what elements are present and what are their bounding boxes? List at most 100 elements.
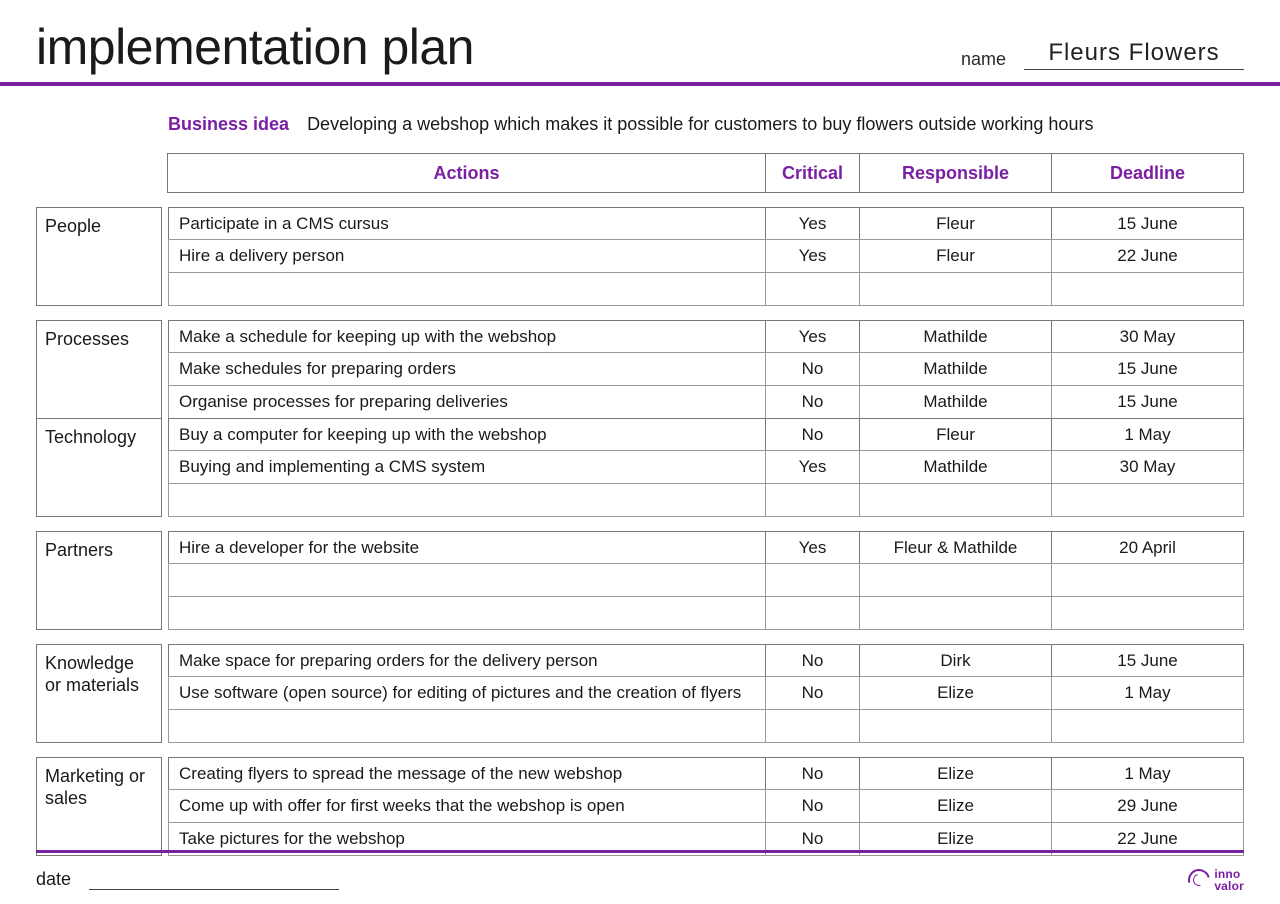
cell-responsible: Mathilde <box>859 352 1052 386</box>
cell-action <box>168 709 766 743</box>
table-row: Make a schedule for keeping up with the … <box>168 320 1244 353</box>
category-label-people: People <box>36 207 162 306</box>
section-knowledge: Knowledge or materialsMake space for pre… <box>36 644 1244 743</box>
cell-deadline: 22 June <box>1051 239 1244 273</box>
cell-deadline: 29 June <box>1051 789 1244 823</box>
cell-deadline <box>1051 272 1244 306</box>
cell-deadline: 1 May <box>1051 676 1244 710</box>
name-block: name Fleurs Flowers <box>961 39 1244 70</box>
cell-action: Make schedules for preparing orders <box>168 352 766 386</box>
table-row: Come up with offer for first weeks that … <box>168 790 1244 823</box>
cell-deadline: 15 June <box>1051 207 1244 240</box>
cell-deadline <box>1051 483 1244 517</box>
cell-action <box>168 563 766 597</box>
cell-responsible <box>859 709 1052 743</box>
rows-marketing: Creating flyers to spread the message of… <box>168 757 1244 856</box>
cell-deadline: 1 May <box>1051 757 1244 790</box>
column-header-actions: Actions <box>167 153 766 193</box>
table-row: Participate in a CMS cursusYesFleur15 Ju… <box>168 207 1244 240</box>
sections-host: PeopleParticipate in a CMS cursusYesFleu… <box>36 207 1244 856</box>
cell-critical: Yes <box>765 450 860 484</box>
section-marketing: Marketing or salesCreating flyers to spr… <box>36 757 1244 856</box>
table-row: Buying and implementing a CMS systemYesM… <box>168 451 1244 484</box>
cell-action <box>168 596 766 630</box>
table-row: Hire a developer for the websiteYesFleur… <box>168 531 1244 564</box>
cell-critical: No <box>765 789 860 823</box>
cell-critical: Yes <box>765 531 860 564</box>
page-title: implementation plan <box>36 18 961 76</box>
footer-rule <box>36 850 1244 853</box>
cell-responsible: Mathilde <box>859 320 1052 353</box>
cell-critical <box>765 709 860 743</box>
table-row <box>168 484 1244 517</box>
column-header-deadline: Deadline <box>1051 153 1244 193</box>
cell-action: Creating flyers to spread the message of… <box>168 757 766 790</box>
cell-critical: Yes <box>765 239 860 273</box>
cell-critical <box>765 563 860 597</box>
cell-action: Make a schedule for keeping up with the … <box>168 320 766 353</box>
category-label-processes: Processes <box>36 320 162 419</box>
innovalor-logo: inno valor <box>1188 868 1244 892</box>
table-row <box>168 710 1244 743</box>
cell-critical: No <box>765 644 860 677</box>
cell-responsible: Elize <box>859 676 1052 710</box>
page-footer: date inno valor <box>0 850 1280 904</box>
cell-action: Make space for preparing orders for the … <box>168 644 766 677</box>
cell-deadline: 30 May <box>1051 320 1244 353</box>
cell-responsible: Mathilde <box>859 450 1052 484</box>
cell-action: Buy a computer for keeping up with the w… <box>168 418 766 451</box>
date-field[interactable] <box>89 872 339 890</box>
section-processes: ProcessesMake a schedule for keeping up … <box>36 320 1244 419</box>
date-block: date <box>36 869 1244 890</box>
cell-action <box>168 483 766 517</box>
column-header-spacer <box>36 153 168 193</box>
cell-critical: Yes <box>765 320 860 353</box>
cell-responsible: Dirk <box>859 644 1052 677</box>
cell-responsible: Fleur <box>859 239 1052 273</box>
column-header-critical: Critical <box>765 153 860 193</box>
table-row: Organise processes for preparing deliver… <box>168 386 1244 419</box>
cell-critical: No <box>765 757 860 790</box>
cell-critical: No <box>765 676 860 710</box>
cell-critical <box>765 483 860 517</box>
cell-critical <box>765 272 860 306</box>
cell-responsible: Elize <box>859 789 1052 823</box>
column-headers: Actions Critical Responsible Deadline <box>36 153 1244 193</box>
cell-responsible <box>859 272 1052 306</box>
rows-knowledge: Make space for preparing orders for the … <box>168 644 1244 743</box>
rows-processes: Make a schedule for keeping up with the … <box>168 320 1244 419</box>
date-label: date <box>36 869 71 890</box>
section-technology: TechnologyBuy a computer for keeping up … <box>36 418 1244 517</box>
table-row <box>168 597 1244 630</box>
cell-deadline <box>1051 709 1244 743</box>
logo-line2: valor <box>1214 879 1244 893</box>
cell-responsible: Fleur <box>859 418 1052 451</box>
company-name-field[interactable]: Fleurs Flowers <box>1024 39 1244 70</box>
cell-responsible: Fleur & Mathilde <box>859 531 1052 564</box>
cell-action: Use software (open source) for editing o… <box>168 676 766 710</box>
cell-action: Organise processes for preparing deliver… <box>168 385 766 419</box>
category-label-partners: Partners <box>36 531 162 630</box>
table-row <box>168 273 1244 306</box>
cell-responsible: Mathilde <box>859 385 1052 419</box>
cell-deadline <box>1051 563 1244 597</box>
business-idea-text: Developing a webshop which makes it poss… <box>307 114 1093 135</box>
business-idea-line: Business idea Developing a webshop which… <box>0 86 1280 153</box>
cell-action: Hire a delivery person <box>168 239 766 273</box>
business-idea-label: Business idea <box>168 114 289 135</box>
table-row: Make space for preparing orders for the … <box>168 644 1244 677</box>
cell-deadline: 20 April <box>1051 531 1244 564</box>
table-row: Hire a delivery personYesFleur22 June <box>168 240 1244 273</box>
cell-action: Come up with offer for first weeks that … <box>168 789 766 823</box>
category-label-marketing: Marketing or sales <box>36 757 162 856</box>
cell-critical: No <box>765 385 860 419</box>
cell-responsible: Elize <box>859 757 1052 790</box>
cell-responsible <box>859 596 1052 630</box>
cell-responsible: Fleur <box>859 207 1052 240</box>
cell-deadline: 15 June <box>1051 644 1244 677</box>
cell-deadline <box>1051 596 1244 630</box>
rows-partners: Hire a developer for the websiteYesFleur… <box>168 531 1244 630</box>
column-header-responsible: Responsible <box>859 153 1052 193</box>
section-people: PeopleParticipate in a CMS cursusYesFleu… <box>36 207 1244 306</box>
cell-deadline: 30 May <box>1051 450 1244 484</box>
